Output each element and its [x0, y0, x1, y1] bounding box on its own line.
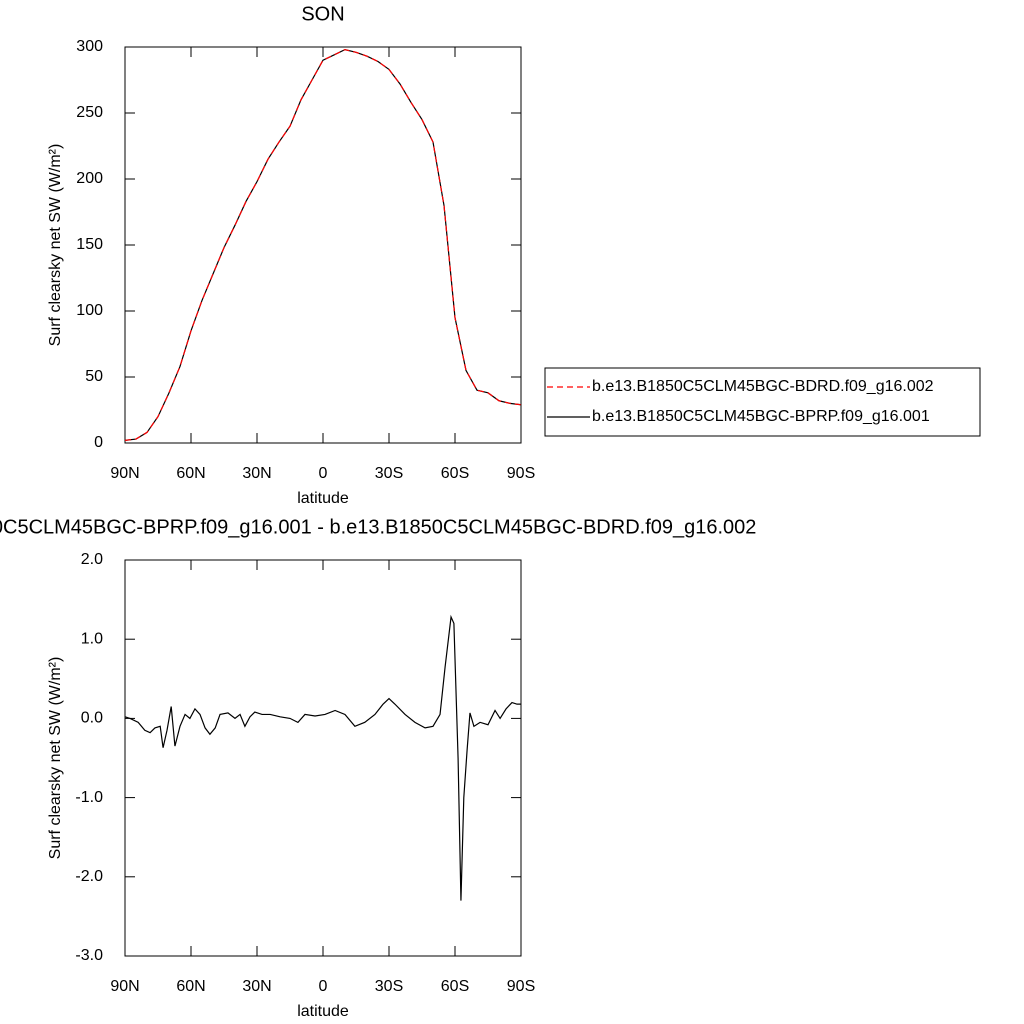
- x-tick-label: 60N: [176, 978, 205, 995]
- y-tick-label: 50: [85, 368, 103, 385]
- x-axis-label: latitude: [297, 1003, 349, 1020]
- chart-title: SON: [301, 3, 344, 25]
- x-tick-label: 30N: [242, 465, 271, 482]
- y-axis-label: Surf clearsky net SW (W/m²): [47, 144, 64, 347]
- plot-frame: [124, 46, 522, 444]
- data-line: [124, 49, 522, 441]
- x-tick-label: 90S: [507, 978, 535, 995]
- y-tick-label: -1.0: [75, 789, 103, 806]
- y-tick-label: 300: [76, 38, 103, 55]
- x-tick-label: 30S: [375, 465, 403, 482]
- x-tick-label: 0: [319, 465, 328, 482]
- x-tick-label: 90N: [110, 465, 139, 482]
- y-tick-label: -3.0: [75, 947, 103, 964]
- x-axis-label: latitude: [297, 490, 349, 507]
- legend-label: b.e13.B1850C5CLM45BGC-BPRP.f09_g16.001: [592, 408, 930, 425]
- x-tick-label: 60N: [176, 465, 205, 482]
- y-tick-label: 2.0: [81, 551, 103, 568]
- y-tick-label: 100: [76, 302, 103, 319]
- legend-label: b.e13.B1850C5CLM45BGC-BDRD.f09_g16.002: [592, 378, 934, 395]
- y-tick-label: -2.0: [75, 868, 103, 885]
- y-axis-label: Surf clearsky net SW (W/m²): [47, 657, 64, 860]
- x-tick-label: 60S: [441, 978, 469, 995]
- x-tick-label: 90N: [110, 978, 139, 995]
- chart-title: b.e13.B1850C5CLM45BGC-BPRP.f09_g16.001 -…: [0, 516, 756, 538]
- y-tick-label: 250: [76, 104, 103, 121]
- data-line: [124, 614, 521, 901]
- y-tick-label: 1.0: [81, 630, 103, 647]
- y-tick-label: 0.0: [81, 710, 103, 727]
- y-tick-label: 150: [76, 236, 103, 253]
- x-tick-label: 30S: [375, 978, 403, 995]
- y-tick-label: 0: [94, 434, 103, 451]
- y-tick-label: 200: [76, 170, 103, 187]
- x-tick-label: 60S: [441, 465, 469, 482]
- data-line: [124, 49, 522, 441]
- x-tick-label: 90S: [507, 465, 535, 482]
- x-tick-label: 0: [319, 978, 328, 995]
- x-tick-label: 30N: [242, 978, 271, 995]
- legend-box: [544, 367, 981, 437]
